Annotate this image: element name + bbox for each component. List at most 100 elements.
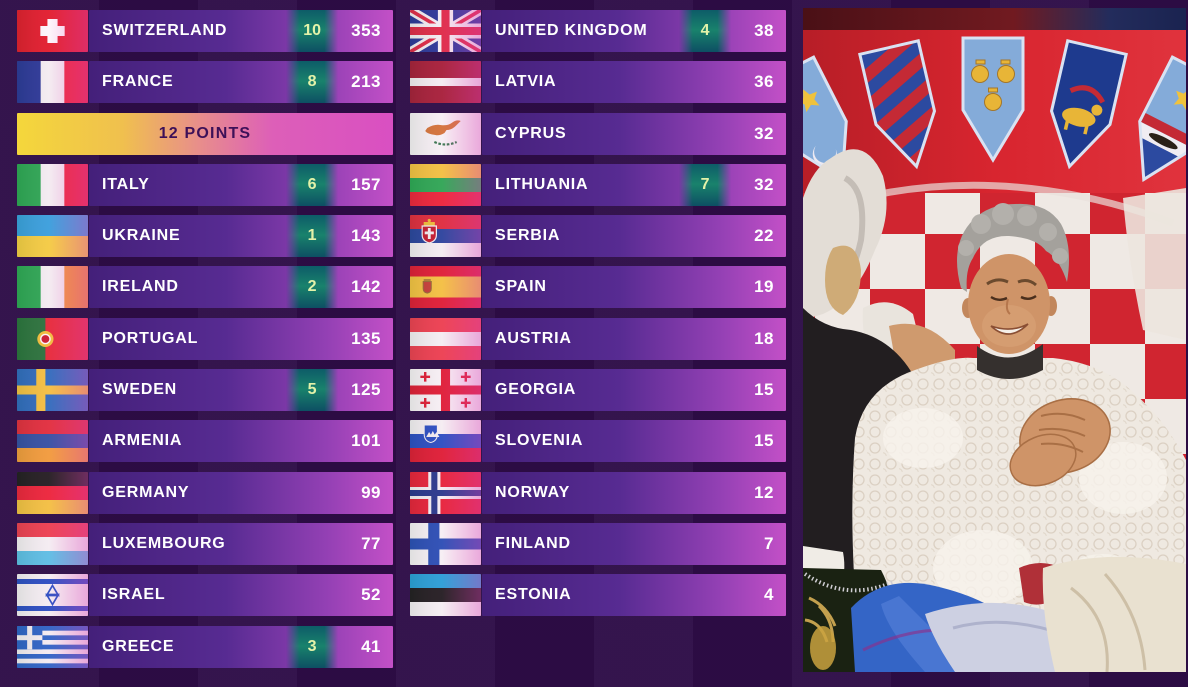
received-points-badge: 3 bbox=[286, 625, 339, 668]
country-name: IRELAND bbox=[102, 278, 179, 296]
scoreboard-row-armenia: ARMENIA 101 bbox=[17, 420, 393, 463]
ukraine-flag-icon bbox=[17, 215, 88, 258]
country-bar: UNITED KINGDOM 4 38 bbox=[482, 10, 786, 52]
country-total-score: 7 bbox=[764, 533, 774, 553]
country-total-score: 125 bbox=[351, 380, 381, 400]
country-total-score: 32 bbox=[754, 174, 774, 194]
united-kingdom-flag-icon bbox=[410, 10, 481, 52]
country-total-score: 142 bbox=[351, 277, 381, 297]
country-bar: PORTUGAL 135 bbox=[89, 317, 393, 360]
country-name: GERMANY bbox=[102, 483, 190, 501]
finland-flag-icon bbox=[410, 522, 481, 565]
scoreboard-row-estonia: ESTONIA 4 bbox=[410, 574, 786, 617]
france-flag-icon bbox=[17, 61, 88, 104]
norway-flag-icon bbox=[410, 471, 481, 514]
country-bar: GREECE 3 41 bbox=[89, 625, 393, 668]
scoreboard-column-left: SWITZERLAND 10 353 FRANCE 8 213 12 POINTS ITALY… bbox=[17, 10, 393, 668]
country-name: FRANCE bbox=[102, 73, 174, 91]
country-total-score: 99 bbox=[361, 482, 381, 502]
country-total-score: 15 bbox=[754, 431, 774, 451]
scoreboard-row-italy: ITALY 6 157 bbox=[17, 163, 393, 206]
country-name: UNITED KINGDOM bbox=[495, 22, 648, 39]
country-name: SWITZERLAND bbox=[102, 22, 228, 39]
scoreboard-row-slovenia: SLOVENIA 15 bbox=[410, 420, 786, 463]
country-bar: ESTONIA 4 bbox=[482, 574, 786, 617]
country-name: SLOVENIA bbox=[495, 432, 584, 450]
israel-flag-icon bbox=[17, 574, 88, 617]
scoreboard-row-austria: AUSTRIA 18 bbox=[410, 317, 786, 360]
lithuania-flag-icon bbox=[410, 163, 481, 206]
received-points-badge: 5 bbox=[286, 369, 339, 412]
scoreboard-column-right: UNITED KINGDOM 4 38 LATVIA 36 CYPRUS 32 LITHUAN… bbox=[410, 10, 786, 617]
country-total-score: 22 bbox=[754, 226, 774, 246]
country-name: SPAIN bbox=[495, 278, 547, 296]
country-name: CYPRUS bbox=[495, 124, 567, 142]
country-name: ARMENIA bbox=[102, 432, 183, 450]
georgia-flag-icon bbox=[410, 369, 481, 412]
country-total-score: 32 bbox=[754, 123, 774, 143]
country-bar: SPAIN 19 bbox=[482, 266, 786, 309]
country-total-score: 213 bbox=[351, 72, 381, 92]
received-points-badge: 10 bbox=[286, 10, 339, 52]
country-bar: FRANCE 8 213 bbox=[89, 61, 393, 104]
scoreboard-row-latvia: LATVIA 36 bbox=[410, 61, 786, 104]
country-name: GREECE bbox=[102, 637, 175, 655]
country-name: PORTUGAL bbox=[102, 329, 199, 347]
green-room-video-feed bbox=[803, 8, 1186, 672]
scoreboard-row-france: FRANCE 8 213 bbox=[17, 61, 393, 104]
scoreboard-row-serbia: SERBIA 22 bbox=[410, 215, 786, 258]
country-bar: LATVIA 36 bbox=[482, 61, 786, 104]
germany-flag-icon bbox=[17, 471, 88, 514]
received-points-badge: 8 bbox=[286, 61, 339, 104]
scoreboard-row-ukraine: UKRAINE 1 143 bbox=[17, 215, 393, 258]
twelve-points-label: 12 POINTS bbox=[158, 124, 252, 142]
country-total-score: 18 bbox=[754, 328, 774, 348]
country-bar: ITALY 6 157 bbox=[89, 163, 393, 206]
received-points-badge: 2 bbox=[286, 266, 339, 309]
country-total-score: 12 bbox=[754, 482, 774, 502]
country-name: ITALY bbox=[102, 175, 150, 193]
country-bar: GERMANY 99 bbox=[89, 471, 393, 514]
country-bar: SWITZERLAND 10 353 bbox=[89, 10, 393, 52]
country-name: LITHUANIA bbox=[495, 175, 589, 193]
country-total-score: 353 bbox=[351, 21, 381, 40]
country-name: SERBIA bbox=[495, 227, 561, 245]
foreground-fabrics bbox=[803, 546, 1186, 672]
country-name: LATVIA bbox=[495, 73, 557, 91]
country-total-score: 101 bbox=[351, 431, 381, 451]
scoreboard-row-sweden: SWEDEN 5 125 bbox=[17, 369, 393, 412]
country-name: ISRAEL bbox=[102, 586, 166, 604]
sweden-flag-icon bbox=[17, 369, 88, 412]
scoreboard-row-germany: GERMANY 99 bbox=[17, 471, 393, 514]
country-total-score: 36 bbox=[754, 72, 774, 92]
slovenia-flag-icon bbox=[410, 420, 481, 463]
scoreboard-row-israel: ISRAEL 52 bbox=[17, 574, 393, 617]
country-total-score: 38 bbox=[754, 21, 774, 40]
country-total-score: 77 bbox=[361, 533, 381, 553]
country-total-score: 157 bbox=[351, 174, 381, 194]
portugal-flag-icon bbox=[17, 317, 88, 360]
scoreboard-row-finland: FINLAND 7 bbox=[410, 522, 786, 565]
country-bar: IRELAND 2 142 bbox=[89, 266, 393, 309]
country-name: AUSTRIA bbox=[495, 329, 572, 347]
croatia-flag-backdrop bbox=[803, 8, 1186, 672]
country-bar: NORWAY 12 bbox=[482, 471, 786, 514]
country-bar: UKRAINE 1 143 bbox=[89, 215, 393, 258]
scoreboard-row-norway: NORWAY 12 bbox=[410, 471, 786, 514]
country-total-score: 143 bbox=[351, 226, 381, 246]
country-bar: ARMENIA 101 bbox=[89, 420, 393, 463]
scoreboard-row-switzerland: SWITZERLAND 10 353 bbox=[17, 10, 393, 52]
country-bar: LUXEMBOURG 77 bbox=[89, 522, 393, 565]
scoreboard-row-spain: SPAIN 19 bbox=[410, 266, 786, 309]
twelve-points-banner: 12 POINTS bbox=[17, 112, 393, 155]
country-total-score: 15 bbox=[754, 380, 774, 400]
country-bar: CYPRUS 32 bbox=[482, 112, 786, 155]
greece-flag-icon bbox=[17, 625, 88, 668]
received-points-badge: 1 bbox=[286, 215, 339, 258]
country-total-score: 135 bbox=[351, 328, 381, 348]
scoreboard-row-lithuania: LITHUANIA 7 32 bbox=[410, 163, 786, 206]
country-name: GEORGIA bbox=[495, 381, 577, 399]
video-illustration bbox=[803, 8, 1186, 672]
country-name: SWEDEN bbox=[102, 381, 178, 399]
switzerland-flag-icon bbox=[17, 10, 88, 52]
